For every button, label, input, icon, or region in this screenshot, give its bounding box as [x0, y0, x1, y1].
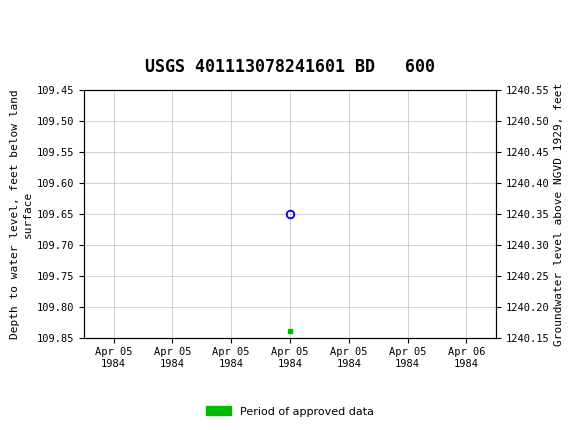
Text: USGS: USGS [64, 13, 111, 28]
Text: USGS 401113078241601 BD   600: USGS 401113078241601 BD 600 [145, 58, 435, 76]
Y-axis label: Groundwater level above NGVD 1929, feet: Groundwater level above NGVD 1929, feet [553, 82, 564, 346]
Legend: Period of approved data: Period of approved data [202, 402, 378, 421]
Y-axis label: Depth to water level, feet below land
surface: Depth to water level, feet below land su… [9, 89, 32, 339]
